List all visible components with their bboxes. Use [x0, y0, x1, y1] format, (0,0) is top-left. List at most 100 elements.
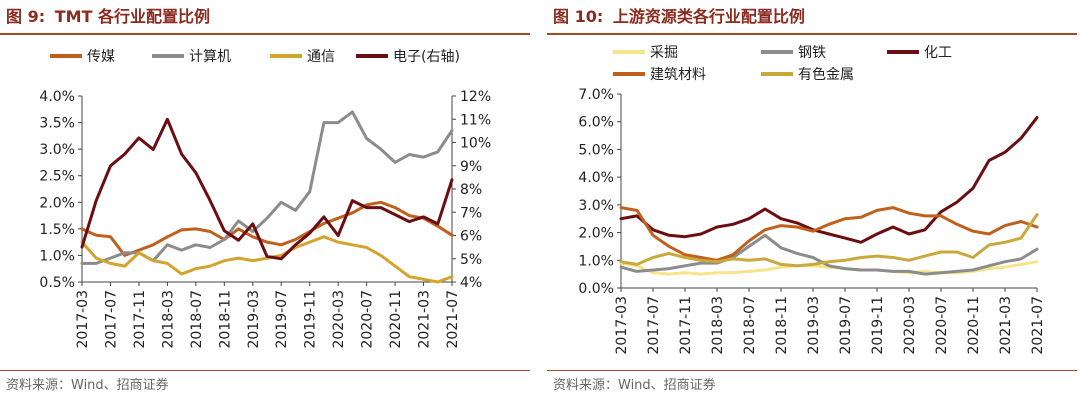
chart-title: 图 9: TMT 各行业配置比例: [6, 2, 214, 32]
legend-item: 计算机: [152, 46, 231, 66]
chart-panel-tmt: 图 9: TMT 各行业配置比例 传媒 计算机 通信 电子(右轴) 0.5% 1.0% 1…: [0, 0, 530, 400]
y-tick-label: 0.5%: [39, 275, 75, 291]
x-tick-label: 2019-03: [246, 290, 262, 349]
x-tick-label: 2017-07: [646, 296, 662, 355]
y-tick-label: 1.0%: [39, 248, 75, 264]
line-chart-tmt: 0.5% 1.0% 1.5% 2.0% 2.5% 3.0% 3.5% 4.0% 4% 5% 6% 7%…: [39, 89, 491, 349]
figure-number: 图 10:: [553, 7, 604, 26]
series-line: [619, 233, 1039, 276]
series-line: [619, 213, 1039, 268]
y-tick-label: 5.0%: [578, 142, 614, 158]
legend-label: 通信: [307, 49, 335, 65]
source-note: 资料来源：Wind、招商证券: [553, 378, 716, 393]
title-divider: [0, 33, 530, 35]
legend-label: 采掘: [650, 45, 678, 61]
y-tick-label-right: 6%: [460, 229, 482, 245]
chart-panel-upstream: 图 10: 上游资源类各行业配置比例 采掘 钢铁 化工建筑材料 有色金属 0.0% 1.…: [547, 0, 1077, 400]
series-line: [80, 200, 454, 257]
legend-item: 电子(右轴): [356, 46, 460, 66]
chart-legend: 传媒 计算机 通信 电子(右轴): [0, 46, 530, 90]
y-tick-label: 4.0%: [39, 89, 75, 105]
y-tick-label: 0.0%: [578, 281, 614, 297]
y-tick-label: 2.0%: [39, 195, 75, 211]
x-tick-label: 2018-11: [217, 290, 233, 349]
legend-item: 钢铁: [761, 42, 826, 62]
legend-label: 钢铁: [798, 45, 826, 61]
legend-label: 化工: [924, 45, 952, 61]
x-tick-label: 2018-11: [774, 296, 790, 355]
line-chart-upstream: 0.0% 1.0% 2.0% 3.0% 4.0% 5.0% 6.0% 7.0% 2017-03 2…: [578, 87, 1046, 355]
x-tick-label: 2021-03: [998, 296, 1014, 355]
y-tick-label: 7.0%: [578, 87, 614, 103]
x-tick-label: 2019-11: [303, 290, 319, 349]
y-tick-label: 3.0%: [578, 198, 614, 214]
legend-item: 采掘: [613, 42, 678, 62]
y-tick-label-right: 8%: [460, 182, 482, 198]
legend-swatch: [761, 72, 793, 76]
y-tick-label: 1.5%: [39, 222, 75, 238]
legend-item: 建筑材料: [613, 64, 706, 84]
legend-swatch: [761, 50, 793, 54]
legend-label: 有色金属: [798, 67, 854, 83]
x-tick-label: 2020-07: [360, 290, 376, 349]
y-tick-label: 2.0%: [578, 226, 614, 242]
x-tick-label: 2018-07: [189, 290, 205, 349]
legend-label: 计算机: [189, 49, 231, 65]
x-tick-label: 2018-07: [742, 296, 758, 355]
y-tick-label: 4.0%: [578, 170, 614, 186]
legend-label: 建筑材料: [650, 67, 706, 83]
legend-swatch: [152, 54, 184, 58]
x-tick-label: 2021-03: [417, 290, 433, 349]
legend-item: 化工: [887, 42, 952, 62]
y-tick-label: 2.5%: [39, 169, 75, 185]
figure-title: TMT 各行业配置比例: [54, 7, 211, 26]
y-tick-label: 3.0%: [39, 142, 75, 158]
chart-title: 图 10: 上游资源类各行业配置比例: [553, 2, 809, 32]
y-tick-label: 6.0%: [578, 115, 614, 131]
chart-legend: 采掘 钢铁 化工建筑材料 有色金属: [547, 45, 1077, 90]
x-tick-label: 2020-07: [934, 296, 950, 355]
series-line: [80, 235, 454, 284]
series-line: [80, 117, 454, 261]
y-tick-label-right: 7%: [460, 205, 482, 221]
x-tick-label: 2018-03: [160, 290, 176, 349]
y-tick-label-right: 10%: [460, 136, 491, 152]
x-tick-label: 2017-03: [614, 296, 630, 355]
legend-item: 通信: [270, 46, 335, 66]
x-tick-label: 2021-07: [1030, 296, 1046, 355]
x-tick-label: 2020-11: [388, 290, 404, 349]
figure-title: 上游资源类各行业配置比例: [612, 7, 805, 26]
legend-item: 有色金属: [761, 64, 854, 84]
y-tick-label-right: 9%: [460, 159, 482, 175]
y-tick-label: 1.0%: [578, 253, 614, 269]
legend-item: 传媒: [50, 46, 115, 66]
title-divider: [547, 33, 1077, 35]
x-tick-label: 2020-03: [331, 290, 347, 349]
x-tick-label: 2017-03: [75, 290, 91, 349]
x-tick-label: 2018-03: [710, 296, 726, 355]
x-tick-label: 2020-11: [966, 296, 982, 355]
legend-label: 传媒: [87, 49, 115, 65]
legend-swatch: [50, 54, 82, 58]
legend-swatch: [613, 50, 645, 54]
series-line: [619, 116, 1039, 244]
legend-swatch: [356, 54, 388, 58]
x-tick-label: 2017-11: [132, 290, 148, 349]
figure-number: 图 9:: [6, 7, 46, 26]
y-tick-label-right: 12%: [460, 89, 491, 105]
y-tick-label-right: 5%: [460, 252, 482, 268]
x-tick-label: 2019-07: [274, 290, 290, 349]
legend-swatch: [270, 54, 302, 58]
legend-swatch: [613, 72, 645, 76]
x-tick-label: 2017-11: [678, 296, 694, 355]
legend-swatch: [887, 50, 919, 54]
y-tick-label: 3.5%: [39, 116, 75, 132]
x-tick-label: 2019-11: [870, 296, 886, 355]
x-tick-label: 2021-07: [445, 290, 461, 349]
x-tick-label: 2019-07: [838, 296, 854, 355]
source-divider: [547, 370, 1077, 371]
source-divider: [0, 370, 530, 371]
x-tick-label: 2017-07: [103, 290, 119, 349]
legend-label: 电子(右轴): [393, 49, 460, 65]
series-line: [619, 260, 1039, 276]
